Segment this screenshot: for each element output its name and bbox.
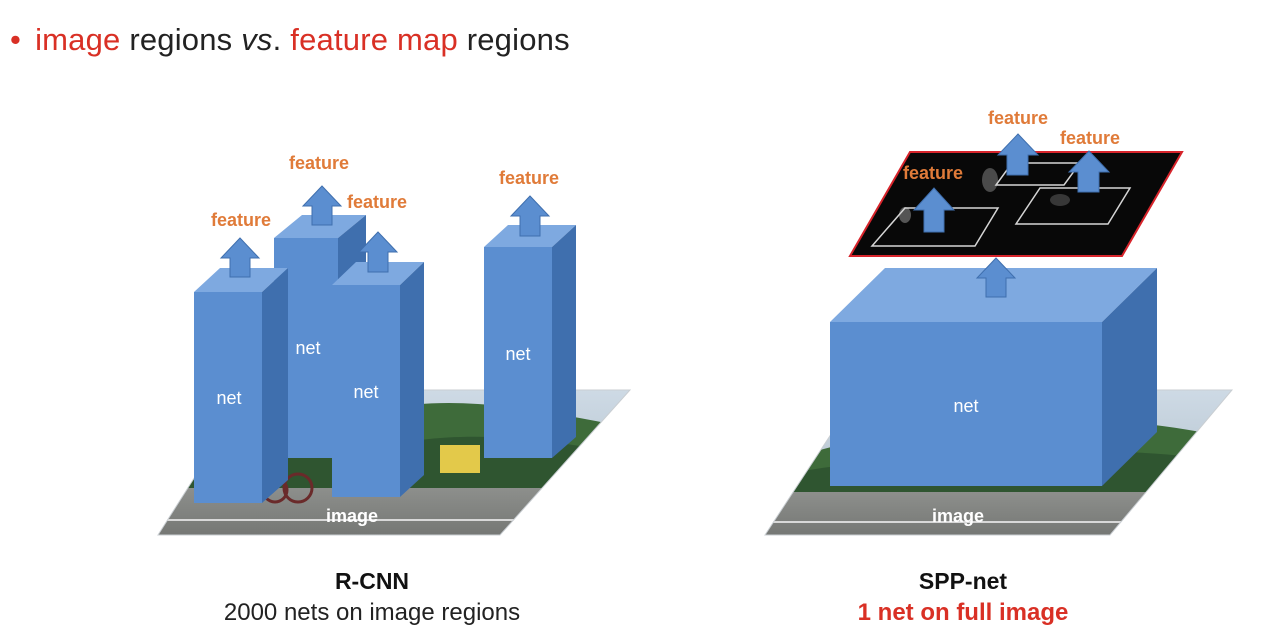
right-feature-label-3: feature xyxy=(1060,128,1120,148)
left-net-box-3: net xyxy=(332,262,424,497)
right-arrow-2 xyxy=(996,133,1040,176)
left-feature-label-1: feature xyxy=(211,210,271,230)
left-image-label: image xyxy=(326,506,378,526)
left-arrow-2 xyxy=(301,185,343,226)
left-feature-label-3: feature xyxy=(347,192,407,212)
right-image-label: image xyxy=(932,506,984,526)
left-caption-subtitle: 2000 nets on image regions xyxy=(223,599,521,626)
right-caption: SPP-net 1 net on full image xyxy=(763,566,1163,630)
title-feature-map: feature map xyxy=(290,22,458,57)
left-net-label-3: net xyxy=(353,382,378,402)
left-net-box-4: net xyxy=(484,225,576,458)
right-arrow-3 xyxy=(1067,150,1111,193)
title-regions-1: regions xyxy=(120,22,242,57)
right-feature-label-1: feature xyxy=(903,163,963,183)
left-caption: R-CNN 2000 nets on image regions xyxy=(172,566,572,630)
left-feature-label-2: feature xyxy=(289,153,349,173)
right-arrow-1 xyxy=(912,187,956,233)
left-net-label-1: net xyxy=(216,388,241,408)
left-arrow-1 xyxy=(219,237,261,278)
right-caption-subtitle: 1 net on full image xyxy=(857,599,1069,626)
title-image-word: image xyxy=(35,22,121,57)
left-net-box-1: net xyxy=(194,268,288,503)
feature-map-region-1 xyxy=(870,207,1000,247)
title-vs: vs xyxy=(241,22,273,57)
left-arrow-4 xyxy=(509,195,551,237)
feature-map-region-2 xyxy=(994,162,1082,186)
title-regions-2: regions xyxy=(457,22,570,57)
left-feature-label-4: feature xyxy=(499,168,559,188)
slide-title: • image regions vs. feature map regions xyxy=(10,22,570,58)
left-arrow-3 xyxy=(357,231,399,273)
right-caption-title: SPP-net xyxy=(918,568,1008,594)
right-feature-label-2: feature xyxy=(988,108,1048,128)
feature-map-region-3 xyxy=(1014,187,1132,225)
right-net-box: net xyxy=(830,268,1157,486)
right-net-label: net xyxy=(953,396,978,416)
left-caption-title: R-CNN xyxy=(334,568,410,594)
title-dot: . xyxy=(272,22,291,57)
left-net-label-2: net xyxy=(295,338,320,358)
left-net-label-4: net xyxy=(505,344,530,364)
right-arrow-net xyxy=(975,257,1017,298)
title-bullet: • xyxy=(10,22,22,57)
